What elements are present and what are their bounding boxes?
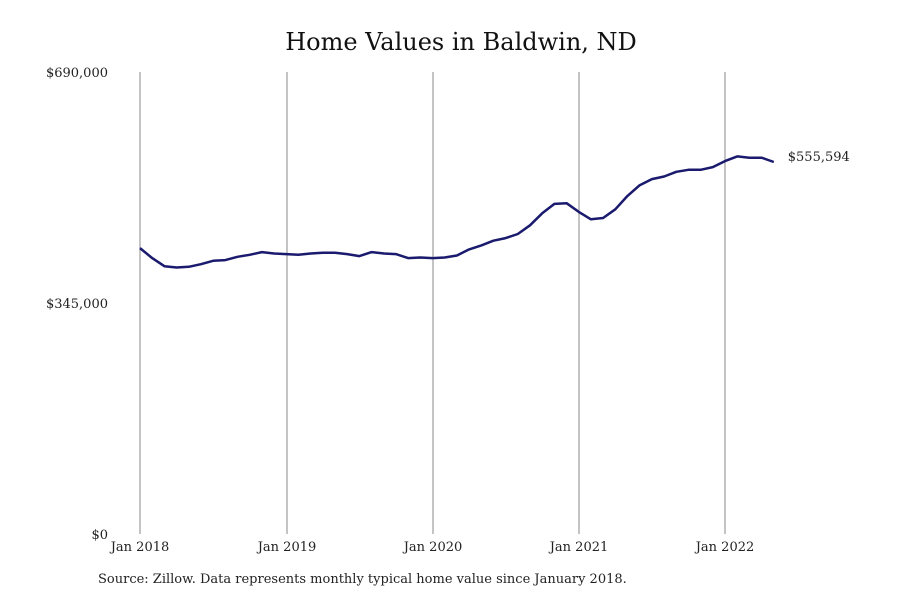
y-tick-label: $345,000 — [46, 297, 108, 312]
y-tick-label: $0 — [91, 528, 108, 543]
x-tick-label: Jan 2021 — [548, 540, 609, 555]
chart-title: Home Values in Baldwin, ND — [285, 28, 637, 56]
axis-labels: Jan 2018 Jan 2019 Jan 2020 Jan 2021 Jan 2022… — [46, 66, 754, 555]
x-tick-label: Jan 2018 — [109, 540, 170, 555]
series-line — [139, 155, 775, 269]
x-tick-label: Jan 2019 — [256, 540, 317, 555]
source-note: Source: Zillow. Data represents monthly … — [98, 572, 627, 587]
y-tick-label: $690,000 — [46, 66, 108, 81]
series: $555,594 — [139, 150, 850, 269]
x-tick-label: Jan 2022 — [694, 540, 755, 555]
gridlines — [139, 72, 726, 534]
x-tick-label: Jan 2020 — [402, 540, 463, 555]
end-value-label: $555,594 — [788, 150, 850, 165]
